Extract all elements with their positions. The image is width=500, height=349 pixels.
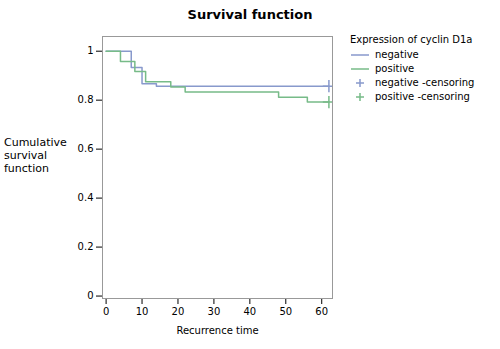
svg-text:10: 10 [136, 306, 149, 317]
html-text:negative: negative [375, 49, 419, 60]
html-text:Expression of cyclin D1a: Expression of cyclin D1a [350, 34, 473, 45]
svg-text:0.2: 0.2 [78, 241, 94, 252]
svg-text:40: 40 [243, 306, 256, 317]
svg-text:Recurrence time: Recurrence time [176, 325, 258, 336]
html-text:negative -censoring: negative -censoring [375, 77, 475, 88]
svg-text:0.8: 0.8 [78, 94, 94, 105]
svg-text:30: 30 [208, 306, 221, 317]
svg-text:1: 1 [87, 45, 93, 56]
svg-text:0: 0 [87, 290, 93, 301]
svg-text:0.4: 0.4 [78, 192, 94, 203]
svg-text:60: 60 [315, 306, 328, 317]
html-text:Cumulative survival function: Cumulative survival function [4, 136, 67, 175]
svg-text:50: 50 [279, 306, 292, 317]
svg-text:20: 20 [172, 306, 185, 317]
html-text:positive -censoring: positive -censoring [375, 91, 470, 102]
html-text:Survival function: Survival function [187, 7, 313, 22]
html-text:positive: positive [375, 63, 415, 74]
svg-text:0: 0 [103, 306, 109, 317]
svg-text:0.6: 0.6 [78, 143, 94, 154]
